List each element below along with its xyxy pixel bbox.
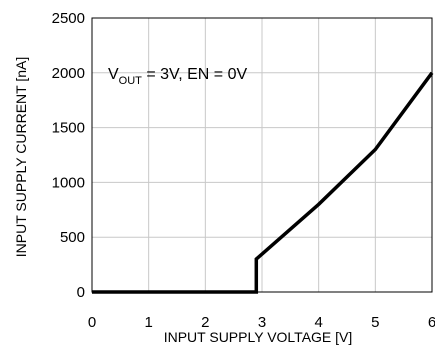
annotation-prefix: V xyxy=(108,66,119,83)
y-tick-label: 2000 xyxy=(52,65,85,82)
y-tick-label: 1500 xyxy=(52,120,85,137)
y-axis-title: INPUT SUPPLY CURRENT [nA] xyxy=(13,57,29,257)
series-group xyxy=(92,71,434,294)
x-axis-title: INPUT SUPPLY VOLTAGE [V] xyxy=(164,329,353,345)
plot-frame xyxy=(91,17,433,293)
x-tick-label: 5 xyxy=(371,314,379,331)
x-tick-label: 6 xyxy=(428,314,435,331)
x-tick-label: 1 xyxy=(144,314,152,331)
annotation-suffix: = 3V, EN = 0V xyxy=(142,66,248,83)
x-tick-labels: 0 1 2 3 4 5 6 xyxy=(88,314,435,331)
y-tick-label: 1000 xyxy=(52,174,85,191)
grid xyxy=(92,18,432,292)
annotation: VOUT = 3V, EN = 0V xyxy=(108,66,247,87)
annotation-subscript: OUT xyxy=(119,75,143,87)
x-tick-label: 4 xyxy=(314,314,322,331)
y-tick-label: 0 xyxy=(77,284,85,301)
y-tick-label: 2500 xyxy=(52,10,85,27)
x-tick-label: 0 xyxy=(88,314,96,331)
y-tick-labels: 0 500 1000 1500 2000 2500 xyxy=(52,10,85,301)
series-line xyxy=(92,71,434,294)
y-tick-label: 500 xyxy=(60,229,85,246)
x-tick-label: 2 xyxy=(201,314,209,331)
x-tick-label: 3 xyxy=(258,314,266,331)
